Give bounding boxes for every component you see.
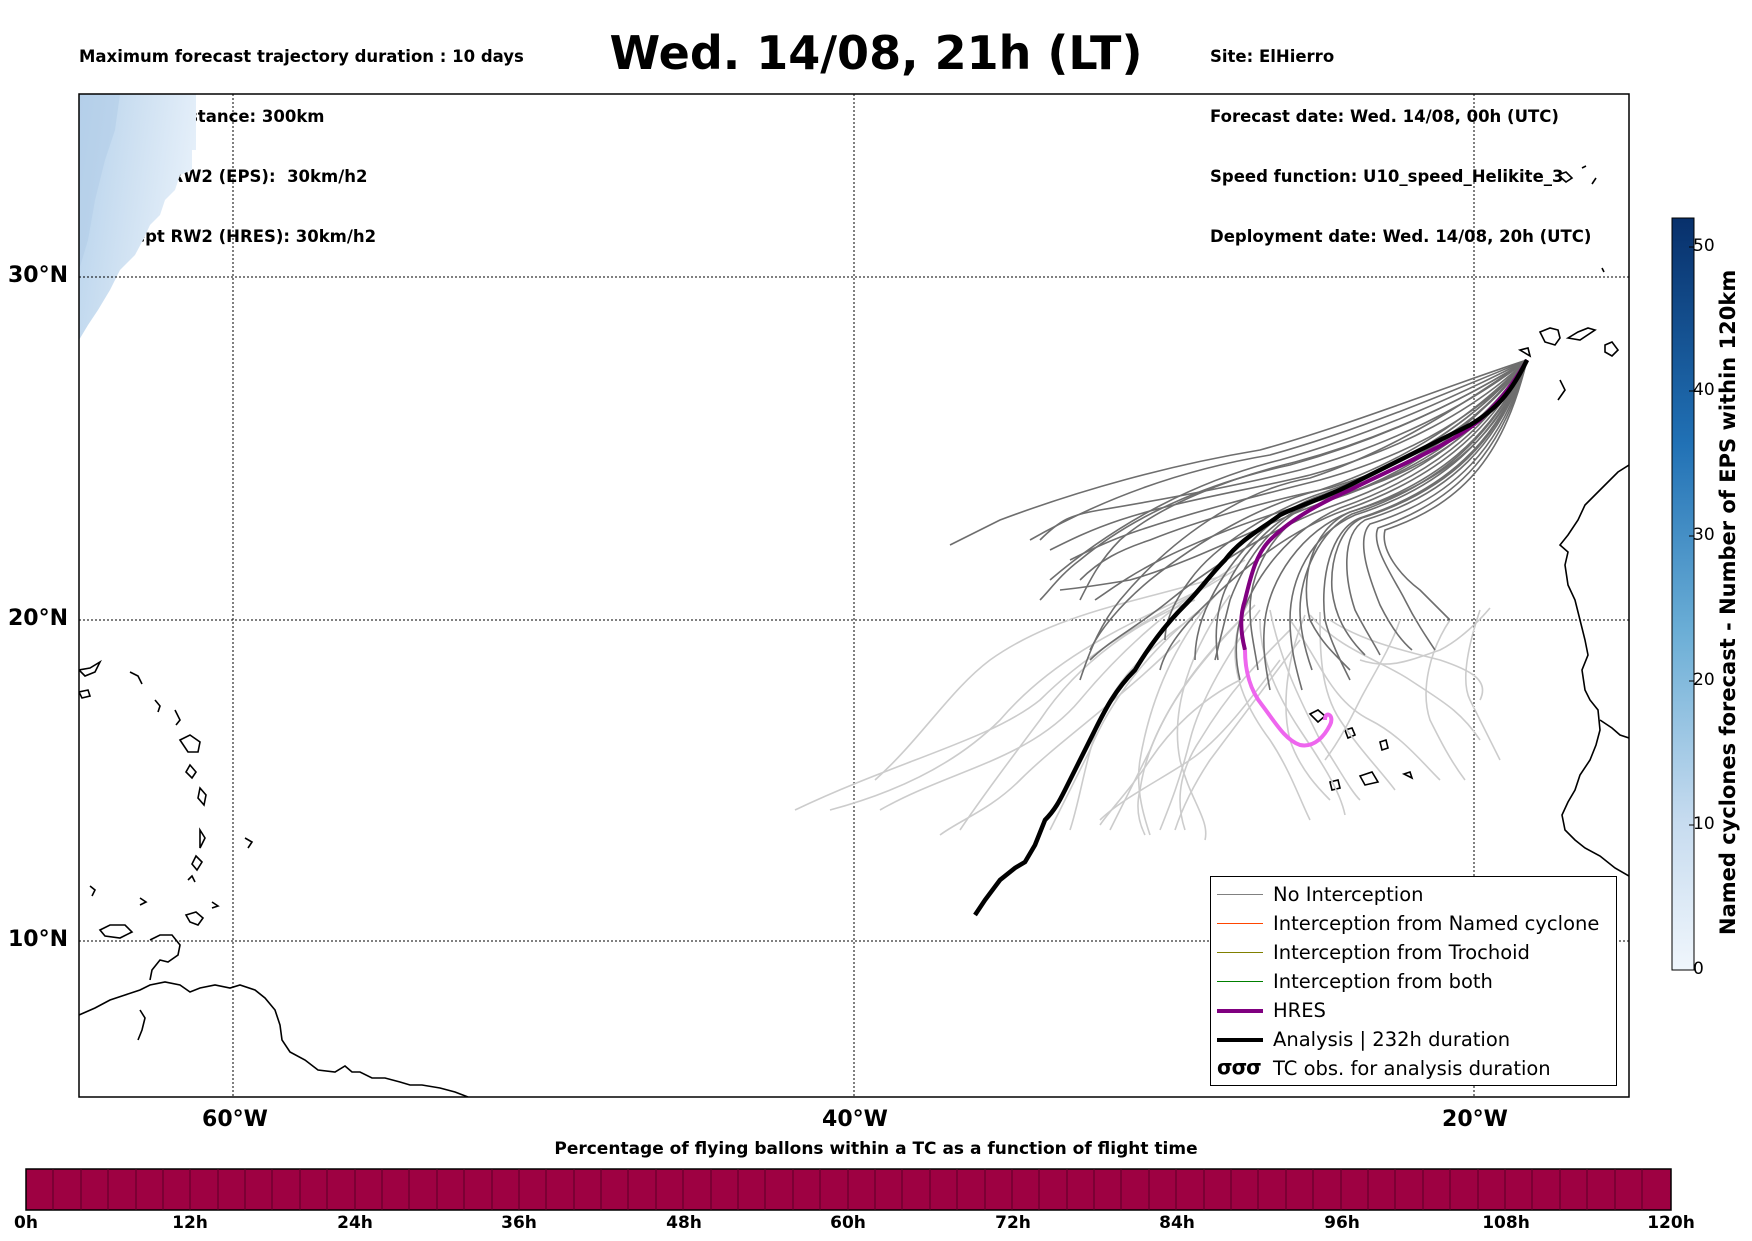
lon-label-60w: 60°W (202, 1107, 268, 1132)
colorbar-tick: 30 (1693, 525, 1715, 545)
lat-label-30n: 30°N (8, 263, 69, 288)
analysis-track (973, 359, 1530, 917)
colorbar-tick: 20 (1693, 670, 1715, 690)
light-trajectories (794, 559, 1501, 841)
time-bar-title: Percentage of flying ballons within a TC… (554, 1139, 1198, 1159)
header-info-right: Site: ElHierro Forecast date: Wed. 14/08… (1210, 7, 1591, 267)
legend-item-trochoid: Interception from Trochoid (1211, 939, 1616, 968)
legend-label: Analysis | 232h duration (1273, 1028, 1511, 1051)
time-bar-tick: 108h (1482, 1213, 1530, 1233)
legend: No Interception Interception from Named … (1210, 876, 1617, 1086)
colorbar-label-text: Named cyclones forecast - Number of EPS … (1716, 269, 1740, 935)
map-frame (78, 93, 1630, 1098)
time-bar-tick: 36h (501, 1213, 537, 1233)
time-bar-tick: 12h (172, 1213, 208, 1233)
colorbar-tick: 40 (1693, 380, 1715, 400)
legend-item-hres: HRES (1211, 997, 1616, 1026)
legend-swatch (1217, 1038, 1263, 1042)
time-bar-tick: 96h (1324, 1213, 1360, 1233)
colorbar-tick: 10 (1693, 814, 1715, 834)
time-bar-tick: 84h (1159, 1213, 1195, 1233)
legend-label: TC obs. for analysis duration (1273, 1057, 1551, 1080)
time-bar-tick: 72h (995, 1213, 1031, 1233)
legend-label: HRES (1273, 999, 1326, 1022)
time-bar-segments (52, 1169, 1643, 1210)
legend-label: Interception from Named cyclone (1273, 912, 1600, 935)
lat-label-10n: 10°N (8, 927, 69, 952)
time-bar-tick: 48h (666, 1213, 702, 1233)
coastlines (79, 165, 1629, 1097)
legend-item-named-cyclone: Interception from Named cyclone (1211, 910, 1616, 939)
cyclone-density-field (79, 94, 196, 340)
legend-label: Interception from both (1273, 970, 1493, 993)
graticule (79, 94, 1629, 1097)
legend-swatch (1217, 894, 1263, 895)
legend-swatch (1217, 952, 1263, 953)
map-title: Wed. 14/08, 21h (LT) (609, 26, 1143, 80)
legend-label: No Interception (1273, 883, 1424, 906)
legend-item-tc-obs: σσσ TC obs. for analysis duration (1211, 1055, 1616, 1084)
header-right-line: Deployment date: Wed. 14/08, 20h (UTC) (1210, 227, 1592, 246)
legend-swatch (1217, 923, 1263, 924)
lon-label-20w: 20°W (1442, 1107, 1508, 1132)
colorbar-tick: 0 (1693, 959, 1704, 979)
legend-swatch (1217, 981, 1263, 982)
time-bar-tick: 120h (1647, 1213, 1695, 1233)
legend-item-both: Interception from both (1211, 968, 1616, 997)
legend-item-no-interception: No Interception (1211, 881, 1616, 910)
legend-item-analysis: Analysis | 232h duration (1211, 1026, 1616, 1055)
time-bar-tick: 0h (14, 1213, 38, 1233)
header-left-line: Maximum forecast trajectory duration : 1… (79, 47, 524, 66)
legend-swatch (1217, 1009, 1263, 1013)
lat-label-20n: 20°N (8, 606, 69, 631)
time-bar-tick: 60h (830, 1213, 866, 1233)
header-right-line: Forecast date: Wed. 14/08, 00h (UTC) (1210, 107, 1559, 126)
colorbar-tick: 50 (1693, 236, 1715, 256)
header-right-line: Speed function: U10_speed_Helikite_3 (1210, 167, 1564, 186)
lon-label-40w: 40°W (822, 1107, 888, 1132)
legend-label: Interception from Trochoid (1273, 941, 1530, 964)
tc-symbol-icon: σσσ (1217, 1055, 1262, 1079)
no-interception-trajectories (949, 359, 1528, 691)
time-bar-tick: 24h (337, 1213, 373, 1233)
hres-track-tail (1243, 649, 1334, 748)
header-right-line: Site: ElHierro (1210, 47, 1335, 66)
cyclone-colorbar (1671, 217, 1695, 971)
